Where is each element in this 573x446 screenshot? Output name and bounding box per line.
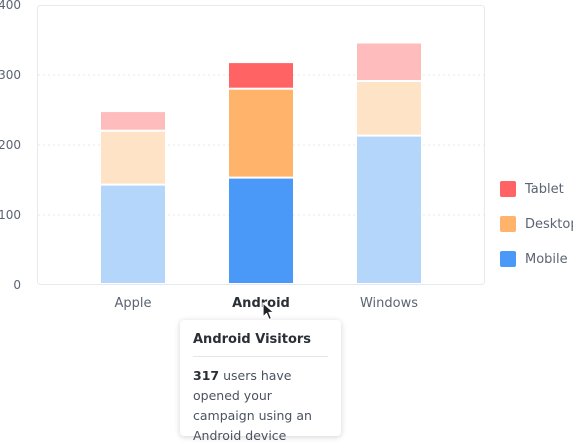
x-category-label: Android [232, 296, 290, 311]
y-tick-label: 300 [0, 68, 21, 82]
plot-area-frame [37, 5, 485, 285]
bar-segment-apple-desktop[interactable] [101, 131, 165, 184]
bar-segment-android-desktop[interactable] [229, 89, 293, 177]
tooltip-value: 317 [193, 368, 220, 383]
legend-label-tablet: Tablet [525, 181, 564, 197]
bar-segment-windows-desktop[interactable] [357, 82, 421, 135]
bar-segment-android-mobile[interactable] [229, 178, 293, 283]
tooltip-title: Android Visitors [193, 332, 328, 357]
legend-label-mobile: Mobile [525, 251, 568, 267]
bar-segment-apple-mobile[interactable] [101, 185, 165, 283]
bar-segment-android-tablet[interactable] [229, 63, 293, 88]
tooltip-body: 317 users have opened your campaign usin… [193, 366, 328, 446]
tooltip-text: users have opened your campaign using an… [193, 368, 312, 443]
mouse-pointer-icon [262, 302, 275, 321]
chart-tooltip: Android Visitors 317 users have opened y… [180, 320, 341, 443]
legend-swatch-tablet [500, 181, 516, 197]
legend-item-tablet[interactable]: Tablet [500, 180, 573, 198]
y-tick-label: 100 [0, 208, 21, 222]
y-tick-label: 400 [0, 0, 21, 12]
legend-swatch-mobile [500, 251, 516, 267]
x-category-label: Windows [360, 296, 418, 311]
x-category-label: Apple [114, 296, 151, 311]
bar-segment-apple-tablet[interactable] [101, 112, 165, 130]
chart-legend: Tablet Desktop Mobile [500, 180, 573, 285]
legend-label-desktop: Desktop [525, 216, 573, 232]
y-tick-label: 200 [0, 138, 21, 152]
bar-segment-windows-tablet[interactable] [357, 43, 421, 81]
legend-item-mobile[interactable]: Mobile [500, 250, 573, 268]
y-tick-label: 0 [13, 278, 21, 292]
legend-swatch-desktop [500, 216, 516, 232]
bar-segment-windows-mobile[interactable] [357, 136, 421, 283]
legend-item-desktop[interactable]: Desktop [500, 215, 573, 233]
